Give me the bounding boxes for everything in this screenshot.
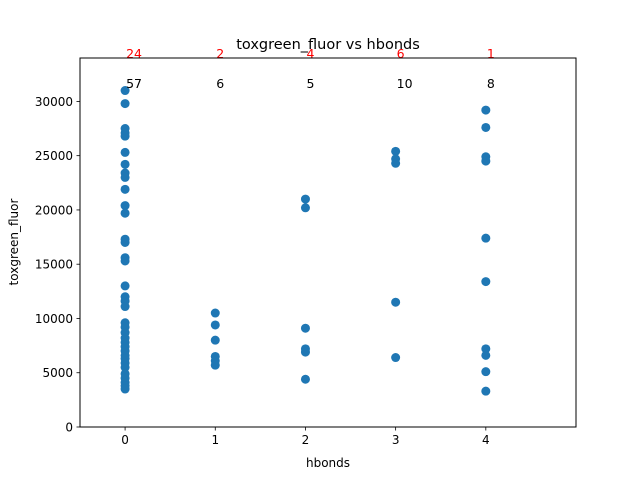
- y-tick-label: 10000: [35, 312, 73, 326]
- x-axis-label: hbonds: [306, 456, 350, 470]
- data-point: [210, 360, 220, 370]
- count-label: 57: [126, 76, 142, 91]
- data-point: [391, 297, 401, 307]
- y-tick-label: 30000: [35, 95, 73, 109]
- top-count-label: 24: [126, 46, 142, 61]
- data-point: [120, 362, 130, 372]
- plot-frame: [79, 57, 577, 428]
- data-point: [120, 238, 130, 247]
- data-point: [120, 201, 130, 211]
- x-tick-label: 1: [211, 433, 219, 447]
- data-point: [120, 172, 130, 182]
- y-axis-label: toxgreen_fluor: [7, 199, 21, 286]
- data-point: [120, 131, 130, 141]
- data-point: [210, 320, 220, 330]
- data-point: [120, 184, 130, 194]
- data-point: [481, 367, 491, 377]
- count-annotations: 24 2 4 6 157 6 5 10 8: [126, 46, 495, 91]
- data-point: [120, 147, 130, 157]
- data-point: [120, 159, 130, 169]
- data-point: [481, 156, 491, 166]
- y-tick-label: 25000: [35, 149, 73, 163]
- data-point: [120, 208, 130, 218]
- data-point: [300, 347, 310, 357]
- y-tick-label: 15000: [35, 258, 73, 272]
- y-tick-label: 5000: [42, 366, 73, 380]
- data-point: [120, 86, 130, 96]
- y-tick-label: 20000: [35, 203, 73, 217]
- count-label: 10: [397, 76, 413, 91]
- count-label: 5: [306, 76, 314, 91]
- data-point: [120, 99, 130, 109]
- x-tick-label: 3: [392, 433, 400, 447]
- data-point: [391, 146, 401, 156]
- data-point: [300, 194, 310, 204]
- data-point: [391, 353, 401, 363]
- count-label: 6: [216, 76, 224, 91]
- data-point: [210, 308, 220, 318]
- x-tick-label: 0: [121, 433, 129, 447]
- data-point: [120, 256, 130, 266]
- data-point: [120, 302, 130, 312]
- top-count-label: 6: [397, 46, 405, 61]
- data-point: [210, 335, 220, 345]
- data-point: [481, 105, 491, 115]
- data-points: [120, 86, 491, 396]
- y-tick-label: 0: [65, 421, 73, 435]
- axis-ticks: 0 1 2 3 4 0 5000 10000 15000 20000 25000 30000: [35, 95, 490, 447]
- data-point: [481, 122, 491, 132]
- data-point: [481, 386, 491, 396]
- data-point: [300, 323, 310, 333]
- data-point: [481, 233, 491, 243]
- data-point: [481, 277, 491, 287]
- top-count-label: 2: [216, 46, 224, 61]
- x-tick-label: 4: [482, 433, 490, 447]
- data-point: [300, 203, 310, 213]
- chart-title: toxgreen_fluor vs hbonds: [236, 37, 420, 53]
- data-point: [300, 374, 310, 384]
- count-label: 8: [487, 76, 495, 91]
- data-point: [120, 281, 130, 291]
- data-point: [481, 350, 491, 360]
- data-point: [481, 344, 491, 354]
- top-count-label: 1: [487, 46, 495, 61]
- data-point: [120, 384, 130, 394]
- data-point: [391, 158, 401, 168]
- top-count-label: 4: [306, 46, 314, 61]
- x-tick-label: 2: [302, 433, 310, 447]
